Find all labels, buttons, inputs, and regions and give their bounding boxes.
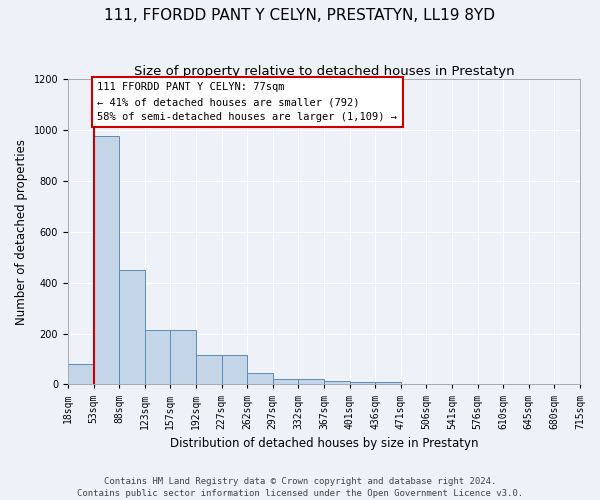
Text: Contains HM Land Registry data © Crown copyright and database right 2024.
Contai: Contains HM Land Registry data © Crown c… <box>77 476 523 498</box>
Bar <box>68 364 94 384</box>
Bar <box>298 380 324 384</box>
Y-axis label: Number of detached properties: Number of detached properties <box>15 139 28 325</box>
X-axis label: Distribution of detached houses by size in Prestatyn: Distribution of detached houses by size … <box>170 437 478 450</box>
Bar <box>170 330 196 384</box>
Text: 111 FFORDD PANT Y CELYN: 77sqm
← 41% of detached houses are smaller (792)
58% of: 111 FFORDD PANT Y CELYN: 77sqm ← 41% of … <box>97 82 397 122</box>
Bar <box>145 330 170 384</box>
Bar <box>94 136 119 384</box>
Bar <box>119 270 145 384</box>
Bar <box>350 382 375 384</box>
Bar <box>375 382 401 384</box>
Text: 111, FFORDD PANT Y CELYN, PRESTATYN, LL19 8YD: 111, FFORDD PANT Y CELYN, PRESTATYN, LL1… <box>104 8 496 22</box>
Bar <box>273 380 298 384</box>
Bar <box>247 373 273 384</box>
Bar <box>221 355 247 384</box>
Title: Size of property relative to detached houses in Prestatyn: Size of property relative to detached ho… <box>134 65 514 78</box>
Bar <box>196 355 221 384</box>
Bar <box>324 380 350 384</box>
